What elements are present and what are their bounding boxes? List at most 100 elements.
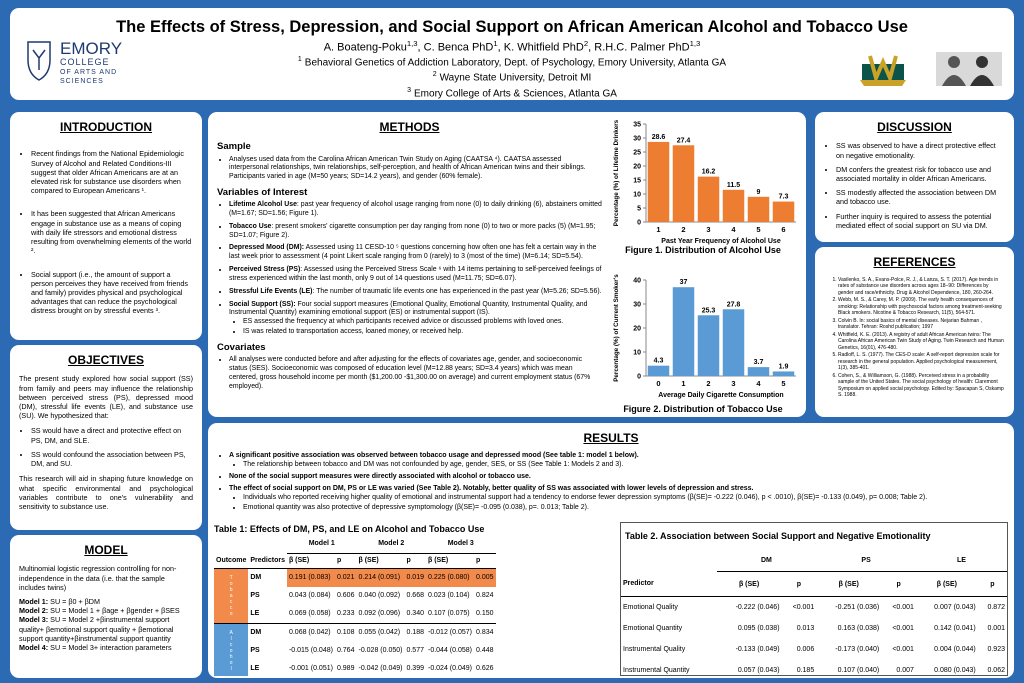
sub-item: ES assessed the frequency at which parti… bbox=[243, 318, 602, 327]
text: SU = Model 2 +βinstrumental support qual… bbox=[19, 615, 174, 643]
cell: 0.062 bbox=[987, 667, 1005, 674]
cell: 0.069 (0.058) bbox=[286, 604, 335, 624]
y-tick-label: 30 bbox=[633, 302, 641, 309]
x-tick-label: 5 bbox=[756, 225, 760, 234]
paragraph: The present study explored how social su… bbox=[19, 374, 193, 421]
y-axis-title: Percentage (%) of Lifetime Drinkers bbox=[613, 119, 620, 226]
subheading: Sample bbox=[217, 141, 251, 153]
cell: 0.668 bbox=[406, 592, 424, 599]
cell: 0.989 bbox=[334, 659, 357, 676]
x-tick-label: 4 bbox=[731, 225, 736, 234]
lead: Social Support (SS): bbox=[229, 300, 296, 308]
list-item: SS would confound the association betwee… bbox=[31, 450, 193, 468]
model-list: Model 1: SU = β0 + βDM Model 2: SU = Mode… bbox=[19, 597, 193, 652]
references: REFERENCES Vasilenko, S. A., Evans-Polce,… bbox=[815, 247, 1014, 417]
section-title: MODEL bbox=[84, 543, 128, 557]
paragraph: This research will aid in shaping future… bbox=[19, 474, 193, 511]
bullet-list: Lifetime Alcohol Use: past year frequenc… bbox=[217, 201, 602, 337]
cell: PS bbox=[250, 647, 260, 654]
group-label: Alcohol bbox=[214, 623, 249, 676]
cell: DM bbox=[250, 629, 262, 636]
model-header: Model 3 bbox=[426, 535, 496, 554]
cell: 0.233 bbox=[334, 604, 357, 624]
cell: 0.057 (0.043) bbox=[737, 667, 780, 674]
section-title: METHODS bbox=[379, 120, 440, 134]
cell: Emotional Quality bbox=[623, 604, 678, 611]
y-axis-title: Percentage (%) of Current Smoker's bbox=[613, 274, 620, 382]
cell: 0.214 (0.091) bbox=[356, 568, 405, 587]
x-tick-label: 1 bbox=[681, 379, 685, 388]
cell: LE bbox=[248, 604, 287, 624]
data-label: 27.8 bbox=[727, 301, 741, 308]
section-title: OBJECTIVES bbox=[67, 353, 145, 367]
cell: 0.626 bbox=[473, 659, 496, 676]
table-title: Table 1: Effects of DM, PS, and LE on Al… bbox=[214, 524, 485, 534]
x-tick-label: 3 bbox=[706, 225, 710, 234]
affiliation: 2 Wayne State University, Detroit MI bbox=[19, 69, 1005, 85]
affil-num: 2 bbox=[432, 71, 437, 79]
section-title: RESULTS bbox=[583, 431, 639, 445]
cell: 0.107 (0.040) bbox=[837, 667, 880, 674]
cell: Emotional Quantity bbox=[623, 625, 683, 632]
x-tick-label: 2 bbox=[706, 379, 710, 388]
cell: <0.001 bbox=[792, 604, 815, 611]
data-label: 28.6 bbox=[652, 134, 666, 141]
sub-list: The relationship between tobacco and DM … bbox=[229, 461, 1005, 470]
row: PS 0.043 (0.084) 0.606 0.040 (0.092) 0.668 0.… bbox=[214, 587, 496, 605]
row: Emotional Quantity 0.095 (0.038) 0.013 0.16… bbox=[621, 618, 1007, 639]
list-item: The effect of social support on DM, PS o… bbox=[229, 485, 1005, 513]
y-tick-label: 40 bbox=[633, 278, 641, 285]
cell: 0.021 bbox=[334, 568, 357, 587]
list-item: A significant positive association was o… bbox=[229, 452, 1005, 470]
bullet-list: SS was observed to have a direct protect… bbox=[824, 141, 1005, 230]
y-tick-label: 30 bbox=[633, 136, 641, 143]
bar bbox=[647, 365, 670, 376]
text: : Assessed using the Perceived Stress Sc… bbox=[229, 266, 602, 282]
section-title: REFERENCES bbox=[873, 255, 956, 269]
cell: 0.023 (0.104) bbox=[428, 592, 470, 599]
bar bbox=[722, 189, 745, 222]
row: Alcohol DM 0.068 (0.042) 0.108 0.055 (0.042)… bbox=[214, 623, 496, 676]
bar bbox=[722, 309, 745, 376]
y-tick-label: 10 bbox=[633, 192, 641, 199]
cell: -0.044 (0.058) bbox=[428, 647, 472, 654]
y-tick-label: 0 bbox=[637, 374, 641, 381]
y-tick-label: 20 bbox=[633, 326, 641, 333]
affiliations: 1 Behavioral Genetics of Addiction Labora… bbox=[19, 54, 1005, 100]
affil-num: 3 bbox=[407, 87, 412, 95]
cell: 0.225 (0.080) bbox=[426, 568, 474, 587]
text: : past year frequency of alcohol usage r… bbox=[229, 201, 602, 217]
data-label: 27.4 bbox=[677, 137, 691, 144]
logo-line: OF ARTS AND bbox=[60, 69, 117, 76]
cell: -0.173 (0.040) bbox=[835, 646, 880, 653]
y-tick-label: 10 bbox=[633, 350, 641, 357]
bullet-list: All analyses were conducted before and a… bbox=[217, 356, 602, 391]
list-item: Further inquiry is required to assess th… bbox=[836, 212, 1005, 230]
cell: -0.012 (0.057) bbox=[428, 629, 472, 636]
author: A. Boateng-Poku bbox=[323, 41, 407, 54]
cell: 0.577 bbox=[406, 647, 424, 654]
list-item: Social Support (SS): Four social support… bbox=[229, 301, 602, 337]
list-item: Recent findings from the National Epidem… bbox=[31, 149, 193, 195]
column-header: Predictor bbox=[621, 571, 717, 597]
cell: 0.188 bbox=[406, 629, 424, 636]
data-label: 4.3 bbox=[654, 358, 664, 365]
list-item: It has been suggested that African Ameri… bbox=[31, 209, 193, 255]
affiliation: 1 Behavioral Genetics of Addiction Labora… bbox=[19, 54, 1005, 70]
list-item: Model 4: SU = Model 3+ interaction param… bbox=[19, 643, 193, 652]
sub-item: The relationship between tobacco and DM … bbox=[243, 461, 1005, 470]
outcome-header: DM bbox=[716, 549, 817, 572]
reference-list: Vasilenko, S. A., Evans-Polce, R. J., & … bbox=[824, 277, 1005, 399]
column-header: β (SE) bbox=[716, 571, 782, 597]
header: EMORY COLLEGE OF ARTS AND SCIENCES The E… bbox=[10, 8, 1014, 100]
x-tick-label: 5 bbox=[781, 379, 785, 388]
affil-num: 1 bbox=[297, 55, 302, 63]
cell: -0.001 (0.051) bbox=[286, 659, 335, 676]
cell: 0.004 (0.044) bbox=[934, 646, 976, 653]
bar bbox=[747, 196, 770, 222]
bar bbox=[672, 145, 695, 222]
subheading: Covariates bbox=[217, 341, 266, 353]
cell: 0.923 bbox=[987, 646, 1005, 653]
introduction: INTRODUCTION Recent findings from the Nat… bbox=[10, 112, 202, 340]
author-affil: 1,3 bbox=[406, 39, 418, 48]
